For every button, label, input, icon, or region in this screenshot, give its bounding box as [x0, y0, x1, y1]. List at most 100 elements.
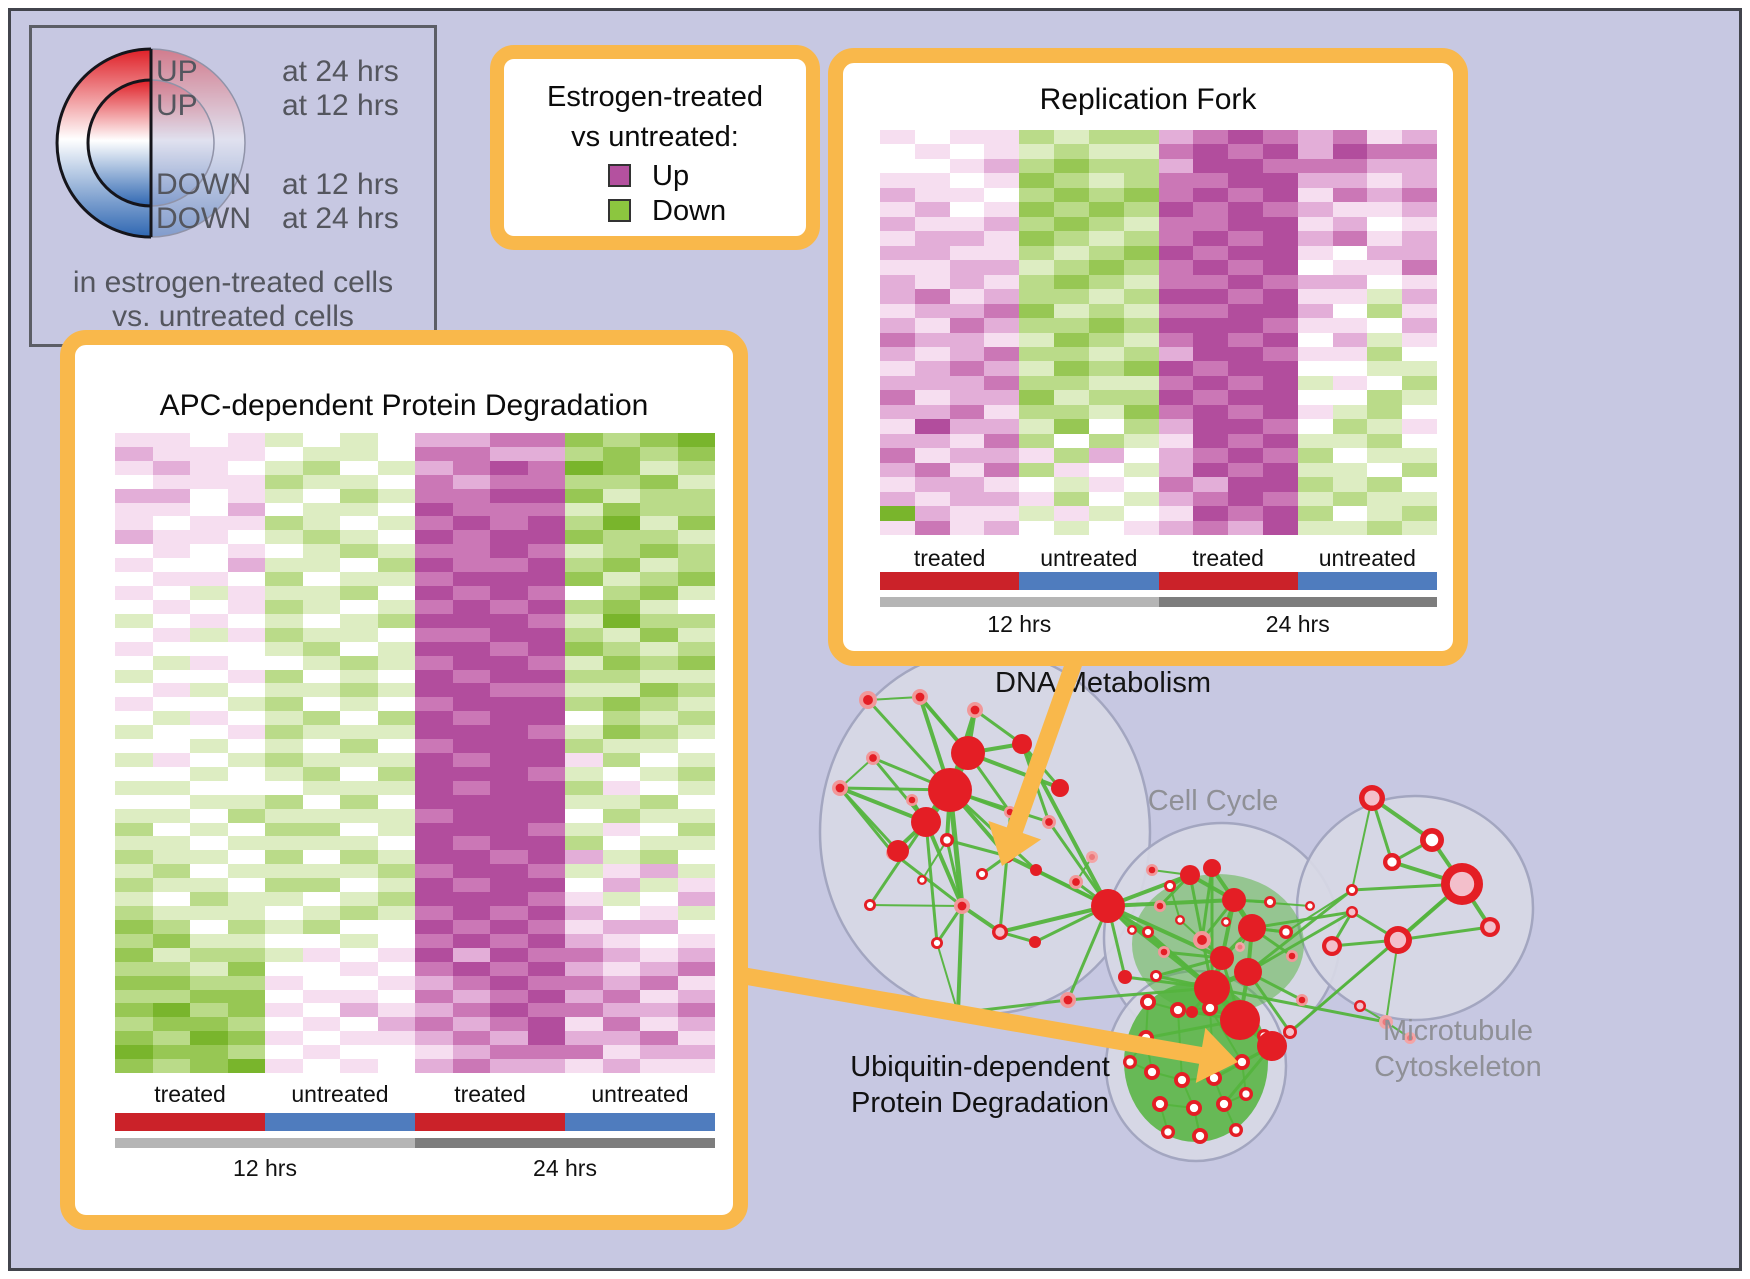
network-node-core: [908, 796, 916, 804]
rf-heatmap: [880, 130, 1437, 535]
heatmap-cell: [227, 488, 265, 503]
network-edge: [838, 787, 895, 854]
heatmap-cell: [190, 488, 228, 503]
heatmap-cell: [1193, 506, 1229, 521]
heatmap-cell: [1228, 404, 1263, 420]
heatmap-cell: [1054, 173, 1089, 188]
heatmap-cell: [565, 711, 603, 726]
heatmap-cell: [1402, 491, 1437, 507]
heatmap-cell: [1228, 173, 1263, 188]
heatmap-cell: [152, 933, 190, 948]
heatmap-cell: [640, 558, 678, 573]
heatmap-cell: [340, 516, 378, 531]
heatmap-cell: [1054, 375, 1089, 391]
heatmap-cell: [677, 892, 715, 907]
heatmap-cell: [1367, 506, 1403, 521]
heatmap-cell: [377, 725, 415, 740]
heatmap-cell: [490, 488, 528, 503]
heatmap-cell: [152, 683, 190, 698]
heatmap-cell: [1262, 506, 1298, 521]
network-node-core: [1173, 1005, 1183, 1015]
heatmap-cell: [190, 919, 228, 934]
network-node: [1222, 888, 1246, 912]
heatmap-cell: [302, 572, 340, 587]
heatmap-cell: [415, 752, 453, 767]
heatmap-cell: [677, 641, 715, 656]
heatmap-cell: [265, 613, 303, 628]
heatmap-cell: [1019, 216, 1055, 232]
heatmap-cell: [1019, 158, 1055, 174]
heatmap-cell: [1158, 318, 1194, 333]
heatmap-cell: [1297, 433, 1333, 449]
heatmap-cell: [302, 989, 340, 1004]
heatmap-cell: [527, 460, 565, 475]
heatmap-cell: [949, 404, 985, 420]
heatmap-cell: [265, 725, 303, 740]
heatmap-cell: [115, 836, 153, 851]
heatmap-cell: [452, 613, 490, 628]
heatmap-cell: [490, 850, 528, 865]
heatmap-cell: [1088, 187, 1124, 203]
heatmap-cell: [265, 558, 303, 573]
heatmap-cell: [340, 933, 378, 948]
heatmap-cell: [602, 599, 640, 614]
heatmap-cell: [265, 739, 303, 753]
heatmap-cell: [914, 477, 950, 492]
heatmap-cell: [527, 572, 565, 587]
network-edge: [1200, 867, 1214, 941]
heatmap-cell: [377, 752, 415, 767]
heatmap-cell: [677, 864, 715, 879]
heatmap-cell: [1123, 274, 1159, 290]
heatmap-cell: [1332, 332, 1368, 347]
heatmap-cell: [340, 892, 378, 907]
heatmap-cell: [1402, 144, 1437, 159]
heatmap-cell: [1332, 289, 1368, 304]
heatmap-cell: [602, 613, 640, 628]
heatmap-cell: [227, 683, 265, 698]
network-edge: [945, 839, 964, 907]
heatmap-cell: [984, 245, 1020, 261]
heatmap-cell: [415, 1045, 453, 1060]
heatmap-cell: [1367, 202, 1403, 217]
heatmap-cell: [302, 641, 340, 656]
heatmap-cell: [880, 433, 915, 449]
heatmap-cell: [1297, 187, 1333, 203]
heatmap-cell: [677, 502, 715, 517]
network-node-core: [1282, 928, 1290, 936]
network-edge: [921, 839, 948, 881]
heatmap-cell: [115, 669, 153, 684]
heatmap-cell: [190, 433, 228, 447]
heatmap-cell: [152, 516, 190, 531]
heatmap-cell: [1262, 202, 1298, 217]
heatmap-cell: [1332, 390, 1368, 405]
heatmap-cell: [640, 586, 678, 600]
heatmap-cell: [152, 502, 190, 517]
heatmap-cell: [1262, 491, 1298, 507]
heatmap-cell: [415, 641, 453, 656]
heatmap-cell: [452, 558, 490, 573]
heatmap-cell: [190, 1031, 228, 1046]
heatmap-cell: [377, 655, 415, 670]
heatmap-cell: [677, 878, 715, 893]
heatmap-cell: [1367, 216, 1403, 232]
network-node-core: [1141, 1033, 1151, 1043]
heatmap-cell: [880, 419, 915, 434]
heatmap-cell: [914, 390, 950, 405]
network-node-core: [957, 901, 967, 911]
heatmap-cell: [1332, 144, 1368, 159]
heatmap-cell: [984, 144, 1020, 159]
heatmap-cell: [1019, 433, 1055, 449]
network-node-core: [1288, 952, 1296, 960]
heatmap-cell: [377, 836, 415, 851]
network-edge: [1289, 882, 1463, 1034]
heatmap-cell: [490, 878, 528, 893]
heatmap-cell: [190, 655, 228, 670]
heatmap-cell: [949, 158, 985, 174]
heatmap-cell: [265, 655, 303, 670]
heatmap-cell: [984, 216, 1020, 232]
heatmap-cell: [265, 794, 303, 809]
heatmap-cell: [415, 725, 453, 740]
heatmap-cell: [1402, 231, 1437, 246]
heatmap-cell: [302, 780, 340, 795]
heatmap-cell: [1019, 390, 1055, 405]
